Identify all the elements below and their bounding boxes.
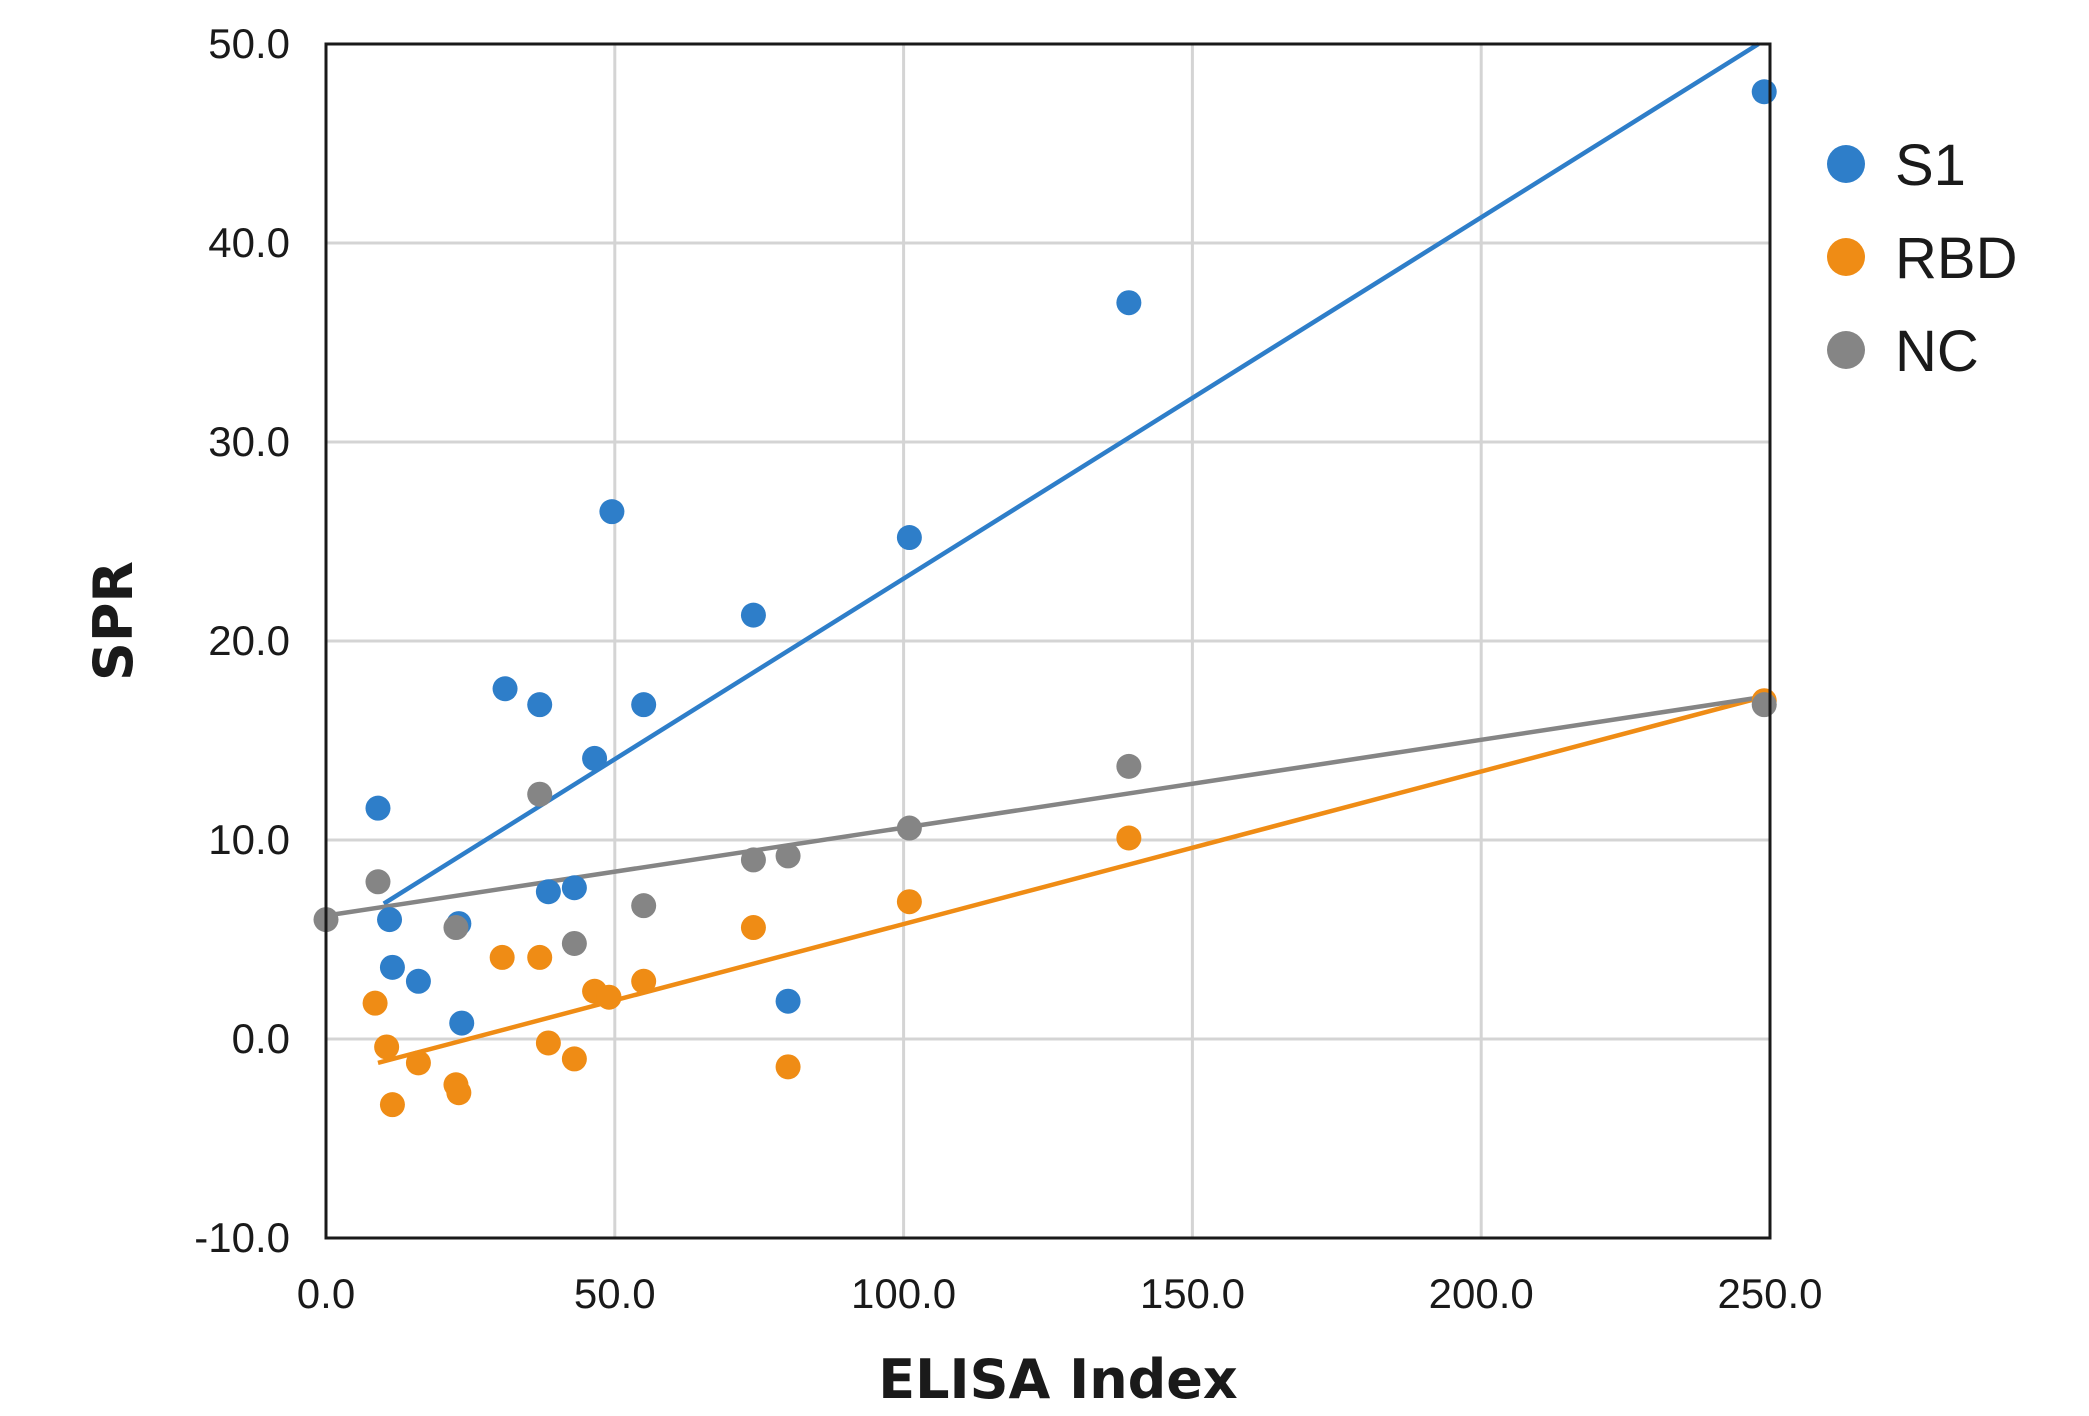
point-s1 bbox=[740, 602, 766, 628]
y-tick-label: 50.0 bbox=[208, 20, 290, 67]
point-nc bbox=[631, 893, 657, 919]
point-s1 bbox=[1116, 290, 1142, 316]
point-s1 bbox=[535, 879, 561, 905]
point-rbd bbox=[362, 990, 388, 1016]
point-s1 bbox=[631, 692, 657, 718]
point-nc bbox=[1116, 753, 1142, 779]
legend-label-s1: S1 bbox=[1895, 133, 1966, 198]
point-rbd bbox=[775, 1054, 801, 1080]
trendline-s1 bbox=[382, 42, 1760, 906]
legend-marker-rbd bbox=[1827, 238, 1865, 276]
point-rbd bbox=[896, 889, 922, 915]
y-tick-label: 30.0 bbox=[208, 418, 290, 465]
point-rbd bbox=[1116, 825, 1142, 851]
y-tick-label: -10.0 bbox=[194, 1214, 290, 1261]
grid-layer bbox=[326, 44, 1770, 1238]
point-s1 bbox=[377, 907, 403, 933]
point-nc bbox=[896, 815, 922, 841]
point-rbd bbox=[527, 944, 553, 970]
point-rbd bbox=[446, 1080, 472, 1106]
plot-area-border bbox=[324, 42, 1772, 1240]
point-s1 bbox=[561, 875, 587, 901]
point-s1 bbox=[582, 745, 608, 771]
point-s1 bbox=[527, 692, 553, 718]
point-nc bbox=[1751, 692, 1777, 718]
point-rbd bbox=[535, 1030, 561, 1056]
tick-label-layer: 0.0 50.0 100.0 150.0 200.0 250.0-10.00.010.02… bbox=[194, 20, 1822, 1317]
point-s1 bbox=[492, 676, 518, 702]
point-rbd bbox=[405, 1050, 431, 1076]
x-tick-label: 50.0 bbox=[574, 1270, 656, 1317]
x-tick-label: 100.0 bbox=[851, 1270, 956, 1317]
point-rbd bbox=[740, 915, 766, 941]
point-rbd bbox=[561, 1046, 587, 1072]
point-s1 bbox=[365, 795, 391, 821]
point-nc bbox=[561, 930, 587, 956]
point-s1 bbox=[449, 1010, 475, 1036]
point-rbd bbox=[631, 968, 657, 994]
point-s1 bbox=[896, 525, 922, 551]
y-axis-title: SPR bbox=[82, 561, 145, 681]
legend-marker-nc bbox=[1827, 331, 1865, 369]
x-tick-label: 250.0 bbox=[1717, 1270, 1822, 1317]
x-tick-label: 150.0 bbox=[1140, 1270, 1245, 1317]
x-tick-label: 0.0 bbox=[297, 1270, 355, 1317]
legend-label-rbd: RBD bbox=[1895, 226, 2017, 291]
y-tick-label: 40.0 bbox=[208, 219, 290, 266]
point-rbd bbox=[489, 944, 515, 970]
legend-label-nc: NC bbox=[1895, 319, 1979, 384]
point-nc bbox=[527, 781, 553, 807]
point-rbd bbox=[596, 984, 622, 1010]
point-s1 bbox=[405, 968, 431, 994]
point-s1 bbox=[1751, 79, 1777, 105]
y-tick-label: 20.0 bbox=[208, 617, 290, 664]
trendline-layer bbox=[325, 42, 1765, 1066]
point-rbd bbox=[374, 1034, 400, 1060]
x-tick-label: 200.0 bbox=[1429, 1270, 1534, 1317]
legend: S1 RBD NC bbox=[1827, 133, 2017, 384]
point-s1 bbox=[775, 988, 801, 1014]
point-nc bbox=[365, 869, 391, 895]
y-tick-label: 10.0 bbox=[208, 816, 290, 863]
legend-marker-s1 bbox=[1827, 145, 1865, 183]
points-layer bbox=[313, 79, 1777, 1118]
point-rbd bbox=[379, 1092, 405, 1118]
point-nc bbox=[775, 843, 801, 869]
x-axis-title: ELISA Index bbox=[878, 1348, 1238, 1411]
point-s1 bbox=[379, 954, 405, 980]
point-s1 bbox=[599, 499, 625, 525]
y-tick-label: 0.0 bbox=[232, 1015, 290, 1062]
point-nc bbox=[443, 915, 469, 941]
point-nc bbox=[740, 847, 766, 873]
